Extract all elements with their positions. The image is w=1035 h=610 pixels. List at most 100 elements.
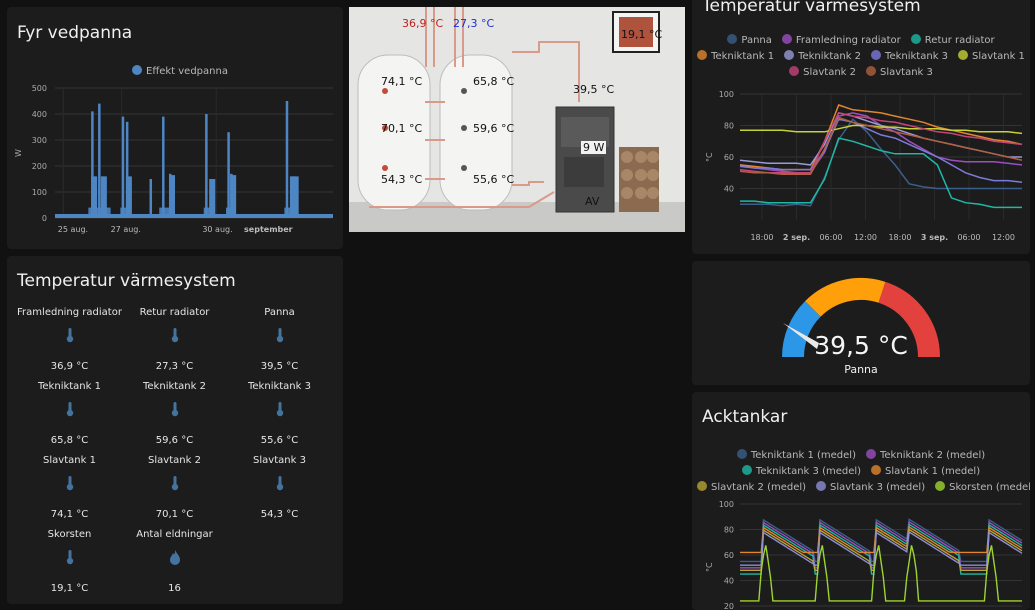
entity-value: 59,6 °C bbox=[155, 435, 194, 446]
y-tick-label: 60 bbox=[724, 153, 734, 162]
entity-slavtank-2[interactable]: Slavtank 2 70,1 °C bbox=[122, 455, 227, 520]
entity-antal-eldningar[interactable]: Antal eldningar 16 bbox=[122, 529, 227, 594]
diagram-drawing bbox=[349, 7, 685, 232]
legend-dot bbox=[727, 34, 738, 44]
entity-framledning-radiator[interactable]: Framledning radiator 36,9 °C bbox=[17, 307, 122, 372]
card-title: Temperatur värmesystem bbox=[702, 0, 921, 16]
legend-item[interactable]: Tekniktank 2 bbox=[784, 50, 862, 62]
card-title: Temperatur värmesystem bbox=[17, 271, 236, 291]
series-line bbox=[739, 116, 1023, 176]
y-tick-label: 100 bbox=[719, 500, 734, 509]
entity-name: Slavtank 2 bbox=[148, 455, 201, 466]
x-tick-label: 12:00 bbox=[992, 233, 1015, 242]
gauge-value: 39,5 °C bbox=[814, 331, 908, 360]
chimney-temp-label: 19,1 °C bbox=[621, 28, 663, 41]
entity-tekniktank-3[interactable]: Tekniktank 3 55,6 °C bbox=[227, 381, 332, 446]
series-line bbox=[739, 112, 1023, 174]
bar bbox=[121, 116, 125, 218]
legend-item[interactable]: Slavtank 1 (medel) bbox=[871, 465, 981, 477]
thermometer-icon bbox=[122, 475, 227, 501]
legend-dot bbox=[910, 34, 921, 44]
legend-item[interactable]: Panna bbox=[727, 34, 772, 46]
legend-label: Slavtank 1 bbox=[972, 51, 1025, 62]
entity-tekniktank-1[interactable]: Tekniktank 1 65,8 °C bbox=[17, 381, 122, 446]
entity-retur-radiator[interactable]: Retur radiator 27,3 °C bbox=[122, 307, 227, 372]
entity-tekniktank-2[interactable]: Tekniktank 2 59,6 °C bbox=[122, 381, 227, 446]
entity-name: Tekniktank 1 bbox=[38, 381, 101, 392]
legend-item[interactable]: Tekniktank 3 bbox=[871, 50, 948, 62]
entity-name: Panna bbox=[264, 307, 295, 318]
entity-name: Framledning radiator bbox=[17, 307, 122, 318]
entity-value: 19,1 °C bbox=[50, 583, 89, 594]
slavtank-1-temp: 74,1 °C bbox=[381, 75, 423, 88]
thermometer-icon bbox=[17, 549, 122, 575]
legend-item[interactable]: Framledning radiator bbox=[781, 34, 901, 46]
legend-label: Tekniktank 3 (medel) bbox=[755, 466, 862, 477]
legend-label: Slavtank 1 (medel) bbox=[885, 466, 981, 477]
legend-label: Tekniktank 2 (medel) bbox=[880, 450, 986, 461]
entity-value: 54,3 °C bbox=[260, 509, 299, 520]
entity-value: 70,1 °C bbox=[155, 509, 194, 520]
bar bbox=[209, 179, 216, 218]
slavtank-3-temp: 54,3 °C bbox=[381, 173, 423, 186]
x-tick-label: 06:00 bbox=[819, 233, 842, 242]
bar bbox=[91, 111, 94, 218]
heating-system-diagram[interactable]: 36,9 °C 27,3 °C 19,1 °C 74,1 °C 70,1 °C … bbox=[349, 7, 685, 232]
legend-item[interactable]: Slavtank 2 bbox=[789, 66, 856, 78]
x-tick-label: 30 aug. bbox=[202, 225, 232, 234]
series-line bbox=[740, 545, 1022, 602]
y-tick-label: 300 bbox=[32, 136, 47, 145]
legend-label: Effekt vedpanna bbox=[146, 66, 228, 77]
y-tick-label: 40 bbox=[724, 185, 734, 194]
entity-value: 16 bbox=[168, 583, 181, 594]
legend-row: Slavtank 2 (medel) Slavtank 3 (medel) Skor… bbox=[692, 481, 1030, 497]
legend-item[interactable]: Skorsten (medel) bbox=[935, 481, 1030, 493]
entity-skorsten[interactable]: Skorsten 19,1 °C bbox=[17, 529, 122, 594]
legend-item[interactable]: Slavtank 3 (medel) bbox=[816, 481, 925, 493]
boiler-state: AV bbox=[585, 195, 600, 208]
acktankar-line-chart: °C 100 80 60 40 20 bbox=[705, 500, 1023, 610]
legend-dot bbox=[736, 449, 747, 459]
bar bbox=[100, 176, 107, 218]
chart-legend-effekt[interactable]: Effekt vedpanna bbox=[132, 65, 228, 77]
chart-legend: Panna Framledning radiator Retur radiator T… bbox=[692, 34, 1030, 88]
entity-panna[interactable]: Panna 39,5 °C bbox=[227, 307, 332, 372]
legend-item[interactable]: Tekniktank 3 (medel) bbox=[741, 465, 862, 477]
legend-item[interactable]: Tekniktank 2 (medel) bbox=[866, 449, 986, 461]
gauge-low-segment bbox=[781, 301, 822, 358]
series-line bbox=[740, 528, 1023, 572]
fire-icon bbox=[122, 549, 227, 575]
legend-label: Skorsten (medel) bbox=[949, 482, 1030, 493]
entity-name: Slavtank 3 bbox=[253, 455, 306, 466]
legend-item[interactable]: Slavtank 2 (medel) bbox=[697, 481, 806, 493]
bar bbox=[168, 175, 175, 218]
panna-gauge-card[interactable]: 39,5 °C Panna bbox=[692, 261, 1030, 385]
legend-label: Tekniktank 2 bbox=[798, 51, 862, 62]
series-line bbox=[740, 137, 1022, 209]
legend-item[interactable]: Retur radiator bbox=[910, 34, 995, 46]
entity-name: Tekniktank 2 bbox=[143, 381, 206, 392]
bar bbox=[88, 207, 111, 218]
card-title: Fyr vedpanna bbox=[17, 23, 133, 43]
tekniktank-1-temp: 65,8 °C bbox=[473, 75, 515, 88]
gauge-high-segment bbox=[878, 281, 940, 358]
legend-dot bbox=[958, 50, 969, 60]
entity-slavtank-1[interactable]: Slavtank 1 74,1 °C bbox=[17, 455, 122, 520]
legend-item[interactable]: Slavtank 3 bbox=[866, 66, 933, 78]
entity-value: 39,5 °C bbox=[260, 361, 299, 372]
legend-item[interactable]: Slavtank 1 bbox=[958, 50, 1025, 62]
legend-item[interactable]: Tekniktank 1 (medel) bbox=[736, 449, 856, 461]
legend-dot bbox=[132, 65, 142, 75]
entity-name: Antal eldningar bbox=[136, 529, 213, 540]
legend-dot bbox=[741, 465, 752, 475]
legend-label: Retur radiator bbox=[924, 35, 995, 46]
thermometer-icon bbox=[227, 475, 332, 501]
legend-label: Framledning radiator bbox=[795, 35, 901, 46]
entity-value: 27,3 °C bbox=[155, 361, 194, 372]
x-tick-label: 18:00 bbox=[888, 233, 911, 242]
legend-item[interactable]: Tekniktank 1 bbox=[697, 50, 774, 62]
x-tick-label: 3 sep. bbox=[921, 233, 948, 242]
y-axis-label: W bbox=[14, 149, 23, 157]
legend-label: Tekniktank 1 (medel) bbox=[750, 450, 856, 461]
entity-slavtank-3[interactable]: Slavtank 3 54,3 °C bbox=[227, 455, 332, 520]
